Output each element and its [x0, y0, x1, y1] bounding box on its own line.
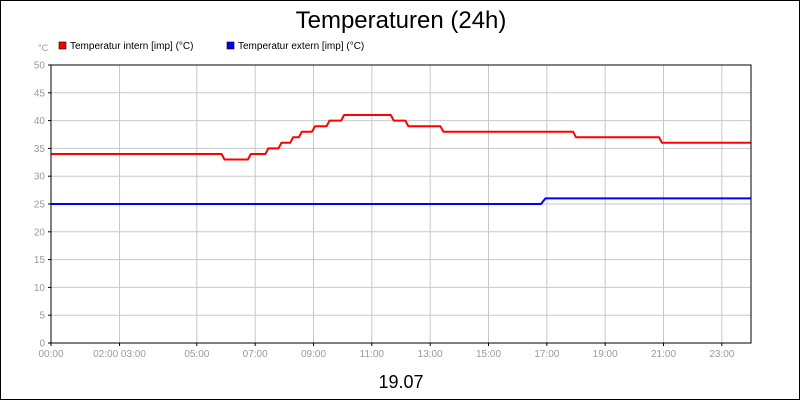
y-tick-label: 15	[34, 255, 46, 266]
x-tick-label: 15:00	[476, 349, 501, 360]
series-line-1	[51, 114, 751, 161]
y-axis-unit: °C	[38, 43, 49, 53]
y-tick-label: 0	[39, 339, 45, 350]
x-tick-label: 05:00	[184, 349, 209, 360]
x-tick-label: 13:00	[418, 349, 443, 360]
y-tick-label: 25	[34, 200, 46, 211]
y-tick-label: 10	[34, 283, 46, 294]
legend-label-2: Temperatur extern [imp] (°C)	[238, 41, 364, 52]
x-tick-label: 17:00	[534, 349, 559, 360]
y-tick-label: 30	[34, 172, 46, 183]
x-tick-label: 11:00	[360, 349, 385, 360]
y-tick-label: 40	[34, 116, 46, 127]
series-line-2	[51, 197, 751, 205]
legend-label-1: Temperatur intern [imp] (°C)	[70, 41, 193, 52]
date-label: 19.07	[378, 372, 423, 392]
series-layer	[51, 114, 751, 205]
legend: Temperatur intern [imp] (°C) Temperatur e…	[58, 41, 364, 52]
x-tick-label: 19:00	[593, 349, 618, 360]
y-tick-label: 45	[34, 88, 46, 99]
x-tick-label: 00:00	[38, 349, 63, 360]
y-tick-label: 50	[34, 61, 46, 72]
chart-title: Temperaturen (24h)	[296, 7, 507, 34]
y-tick-label: 35	[34, 144, 46, 155]
x-tick-label: 23:00	[709, 349, 734, 360]
axis-ticks: 0 5 10 15 20 25 30 35 40 45 50 00:00 02:00 03:00 05:0…	[34, 61, 735, 361]
y-tick-label: 5	[39, 311, 45, 322]
legend-swatch-2	[226, 41, 235, 50]
y-tick-label: 20	[34, 227, 46, 238]
x-tick-label: 07:00	[243, 349, 268, 360]
x-tick-label: 02:00 03:00	[93, 349, 146, 360]
x-tick-label: 09:00	[301, 349, 326, 360]
x-tick-label: 21:00	[651, 349, 676, 360]
legend-swatch-1	[58, 41, 67, 50]
